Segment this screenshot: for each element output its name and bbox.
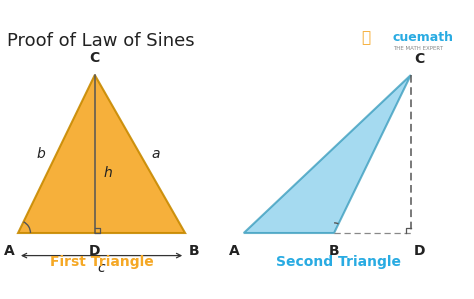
Text: D: D [414,244,426,258]
Text: b: b [36,147,45,161]
Polygon shape [18,75,185,233]
Text: C: C [415,52,425,66]
Text: B: B [189,244,200,258]
Text: c: c [98,261,105,275]
Text: D: D [89,244,100,258]
Text: h: h [104,166,113,180]
Text: C: C [90,51,100,65]
Text: cuemath: cuemath [393,31,454,44]
Text: 🚀: 🚀 [361,30,370,45]
Text: a: a [152,147,160,161]
Text: A: A [229,244,240,258]
Text: Proof of Law of Sines: Proof of Law of Sines [7,32,194,50]
Text: A: A [4,244,14,258]
Text: THE MATH EXPERT: THE MATH EXPERT [393,46,443,51]
Text: Second Triangle: Second Triangle [276,255,401,269]
Text: First Triangle: First Triangle [50,255,154,269]
Polygon shape [244,75,411,233]
Text: B: B [329,244,339,258]
